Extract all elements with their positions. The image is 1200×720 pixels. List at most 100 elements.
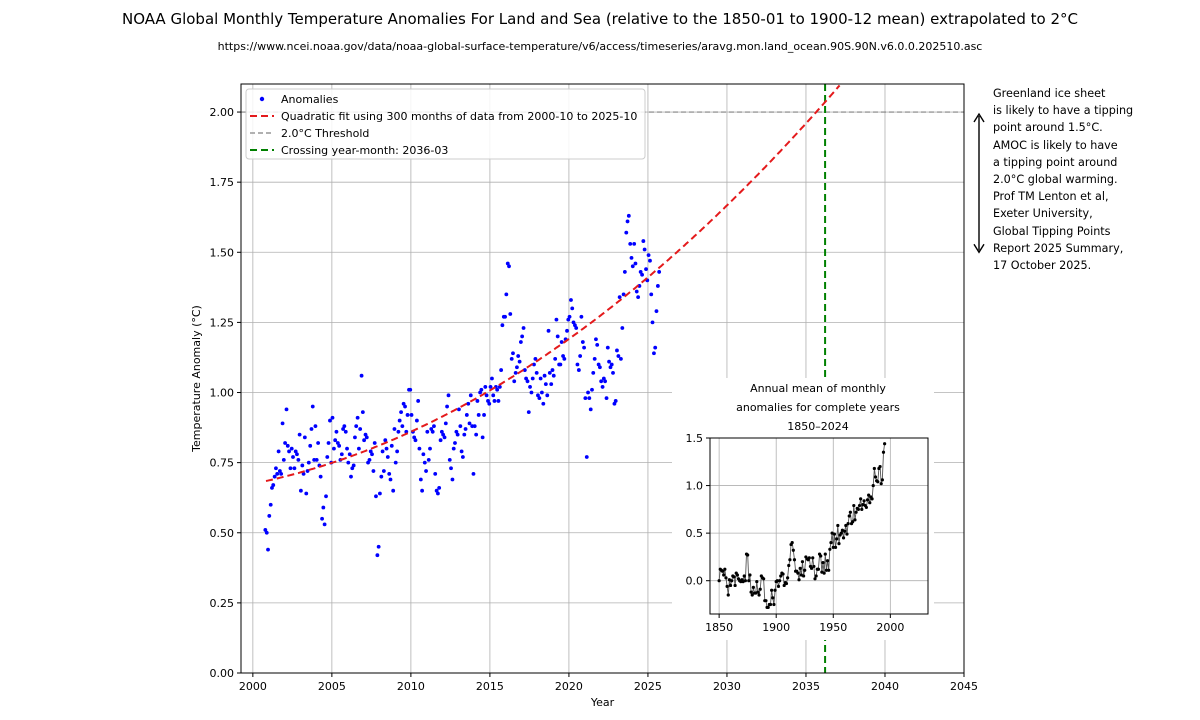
anomaly-point <box>482 413 486 417</box>
inset-point <box>717 579 721 583</box>
inset-point <box>751 585 755 589</box>
x-tick-label: 2000 <box>239 680 267 693</box>
anomaly-point <box>433 471 438 476</box>
anomaly-point <box>484 393 489 398</box>
anomaly-point <box>600 385 605 389</box>
inset-point <box>872 466 876 471</box>
anomaly-point <box>388 477 393 482</box>
inset-point <box>824 568 829 572</box>
anomaly-point <box>304 491 309 496</box>
anomaly-point <box>371 469 376 473</box>
inset-point <box>821 561 825 565</box>
y-tick-label: 0.25 <box>210 597 235 610</box>
anomaly-point <box>604 396 609 401</box>
anomaly-point <box>460 455 465 459</box>
anomaly-point <box>503 314 507 319</box>
anomaly-point <box>468 393 473 398</box>
anomaly-point <box>497 385 502 389</box>
anomaly-point <box>334 429 339 434</box>
inset-point <box>776 584 781 589</box>
anomaly-point <box>613 399 618 403</box>
anomaly-point <box>641 239 646 243</box>
anomaly-point <box>513 370 518 375</box>
anomaly-point <box>515 365 519 370</box>
anomaly-point <box>551 373 556 378</box>
legend-marker-anomalies <box>259 96 265 102</box>
inset-point <box>833 545 838 550</box>
inset-point <box>836 523 840 528</box>
anomaly-point <box>636 295 641 300</box>
inset-frame <box>709 437 929 615</box>
anomaly-point <box>391 488 396 493</box>
anomaly-point <box>375 553 380 558</box>
anomaly-point <box>372 441 377 445</box>
anomaly-point <box>306 460 311 465</box>
inset-point <box>749 590 753 594</box>
anomaly-point <box>591 370 596 375</box>
anomaly-point <box>380 449 385 454</box>
anomaly-point <box>644 267 648 272</box>
anomaly-point <box>536 393 540 398</box>
anomaly-point <box>626 213 631 218</box>
anomaly-point <box>383 438 388 443</box>
anomaly-point <box>558 362 563 367</box>
anomaly-point <box>313 424 318 429</box>
anomaly-point <box>354 424 359 429</box>
anomaly-point <box>538 376 543 381</box>
inset-point <box>854 510 858 514</box>
inset-point <box>748 573 752 577</box>
note-line: Global Tipping Points <box>993 224 1111 238</box>
inset-point <box>778 579 782 583</box>
anomaly-point <box>522 368 527 372</box>
anomaly-point <box>607 359 611 364</box>
anomaly-point <box>314 457 319 462</box>
anomaly-point <box>351 463 356 468</box>
anomaly-point <box>542 373 547 378</box>
legend-label: Crossing year-month: 2036-03 <box>281 144 448 157</box>
inset-point <box>857 503 862 508</box>
anomaly-point <box>539 390 544 395</box>
anomaly-point <box>553 356 558 361</box>
inset-point <box>797 578 801 582</box>
inset-point <box>832 532 837 536</box>
anomaly-point <box>360 410 365 415</box>
inset-point <box>801 574 806 578</box>
inset-point <box>873 475 878 479</box>
y-tick-label: 1.75 <box>210 176 235 189</box>
inset-point <box>813 577 817 581</box>
anomaly-point <box>346 460 351 465</box>
anomaly-point <box>424 469 428 473</box>
anomaly-point <box>632 241 637 246</box>
anomaly-point <box>333 438 338 443</box>
legend-label: Quadratic fit using 300 months of data f… <box>281 110 637 123</box>
inset-point <box>796 571 800 575</box>
x-axis-label: Year <box>590 696 615 709</box>
anomaly-point <box>392 427 397 431</box>
x-tick-label: 2005 <box>318 680 346 693</box>
anomaly-point <box>297 432 302 437</box>
inset-point <box>865 498 870 502</box>
anomaly-point <box>545 393 550 398</box>
anomaly-point <box>655 284 660 288</box>
anomaly-point <box>432 424 436 429</box>
anomaly-point <box>495 387 500 392</box>
x-tick-label: 2040 <box>871 680 899 693</box>
inset-point <box>758 587 762 591</box>
inset-point <box>768 602 773 607</box>
anomaly-point <box>321 505 326 510</box>
inset-point <box>781 572 785 576</box>
tipping-points-note: Greenland ice sheet is likely to have a … <box>993 85 1193 274</box>
anomaly-point <box>480 435 485 440</box>
inset-point <box>775 579 779 583</box>
note-line: Greenland ice sheet <box>993 87 1106 100</box>
anomaly-point <box>332 446 336 451</box>
y-tick-label: 0.75 <box>210 457 235 470</box>
anomaly-point <box>590 387 594 392</box>
x-tick-label: 2045 <box>950 680 978 693</box>
inset-point <box>859 497 863 501</box>
inset-point <box>883 442 887 446</box>
anomaly-point <box>356 446 361 451</box>
anomaly-point <box>491 393 496 398</box>
inset-point <box>725 584 729 589</box>
